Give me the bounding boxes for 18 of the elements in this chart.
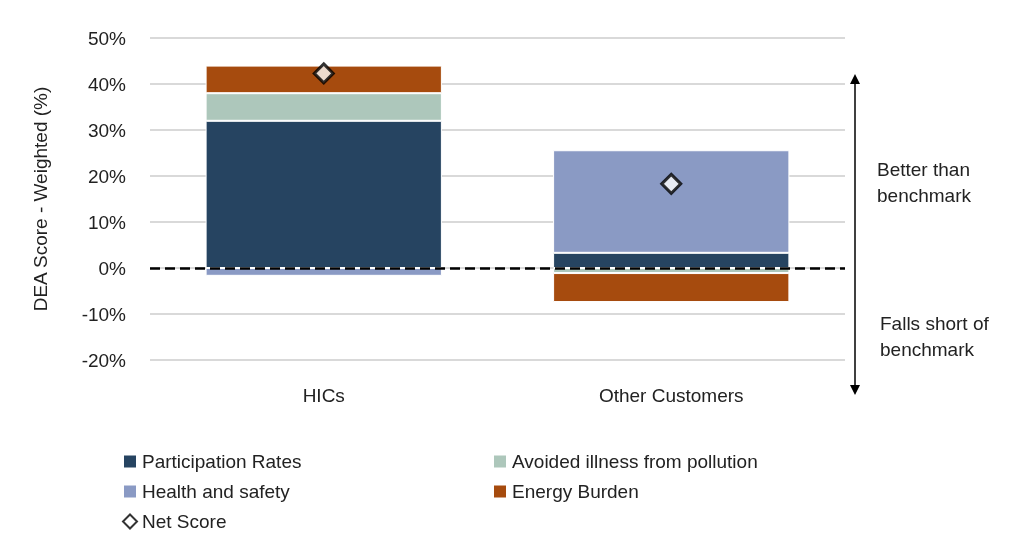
text: Falls short of benchmark — [880, 312, 989, 362]
legend-label: Participation Rates — [142, 451, 302, 472]
y-tick-label: 10% — [87, 211, 127, 233]
legend-label: Avoided illness from pollution — [512, 451, 758, 472]
legend-label: Health and safety — [142, 481, 291, 502]
text: Better than benchmark — [877, 158, 971, 208]
x-tick-label: Other Customers — [598, 385, 744, 406]
y-tick-label: -10% — [81, 303, 127, 325]
x-tick-label: HICs — [302, 385, 345, 406]
y-axis-title: DEA Score - Weighted (%) — [30, 86, 51, 312]
legend-label: Net Score — [142, 511, 227, 532]
y-tick-label: 50% — [87, 27, 127, 49]
y-tick-label: -20% — [81, 349, 127, 371]
y-tick-label: 30% — [87, 119, 127, 141]
y-tick-label: 0% — [98, 257, 127, 279]
legend-label: Energy Burden — [512, 481, 639, 502]
y-tick-label: 20% — [87, 165, 127, 187]
y-tick-label: 40% — [87, 73, 127, 95]
